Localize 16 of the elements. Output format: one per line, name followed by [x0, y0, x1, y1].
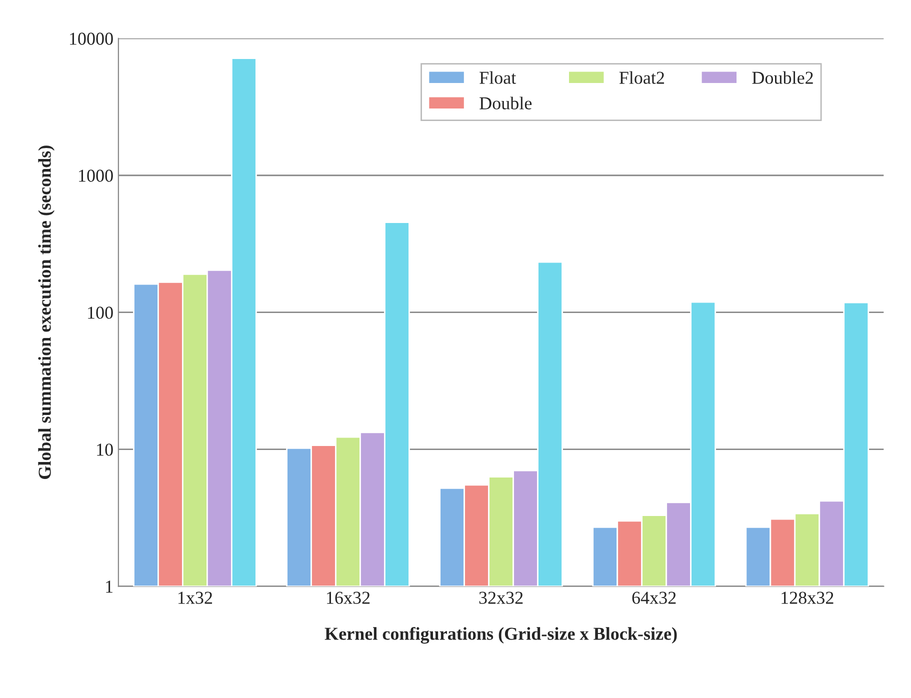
x-tick-label: 1x32 [178, 592, 212, 604]
x-tick-label: 64x32 [632, 592, 676, 604]
x-tick-label: 16x32 [327, 592, 370, 604]
x-tick-label: 32x32 [479, 592, 523, 604]
legend-label: Double [480, 96, 532, 110]
y-tick-label: 1000 [79, 170, 113, 182]
y-tick-label: 1 [106, 580, 112, 593]
y-axis-title: Global summation execution time (seconds) [38, 146, 55, 479]
y-tick-label: 10000 [70, 32, 113, 45]
y-tick-label: 10 [97, 444, 113, 456]
legend-label: Float [480, 71, 516, 84]
y-tick-label: 100 [88, 306, 113, 319]
x-tick-label: 128x32 [782, 592, 834, 604]
legend-label: Float2 [619, 71, 664, 84]
legend-label: Double2 [752, 71, 813, 84]
x-axis-title: Kernel configurations (Grid-size x Block-size) [324, 627, 677, 644]
